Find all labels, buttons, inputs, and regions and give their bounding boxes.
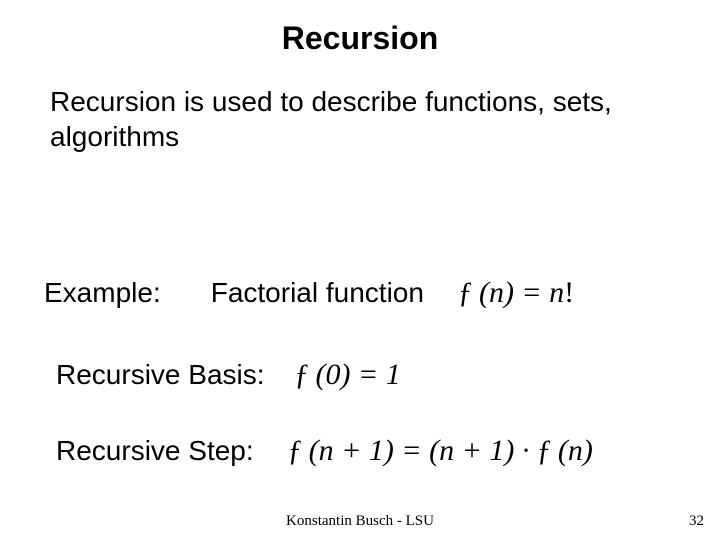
example-row: Example: Factorial function ƒ (n) = n! (44, 276, 686, 310)
basis-formula: ƒ (0) = 1 (295, 358, 401, 392)
example-formula: ƒ (n) = n! (458, 276, 574, 310)
example-text: Factorial function (211, 277, 424, 309)
footer-text: Konstantin Busch - LSU (0, 513, 720, 530)
basis-label: Recursive Basis: (56, 359, 265, 391)
step-formula: ƒ (n + 1) = (n + 1) · ƒ (n) (288, 434, 593, 468)
step-label: Recursive Step: (56, 435, 254, 467)
step-row: Recursive Step: ƒ (n + 1) = (n + 1) · ƒ … (56, 434, 593, 468)
example-label: Example: (44, 277, 161, 309)
slide-title: Recursion (0, 20, 720, 57)
page-number: 32 (689, 513, 704, 530)
intro-text: Recursion is used to describe functions,… (50, 84, 660, 154)
slide: Recursion Recursion is used to describe … (0, 0, 720, 540)
basis-row: Recursive Basis: ƒ (0) = 1 (56, 358, 401, 392)
